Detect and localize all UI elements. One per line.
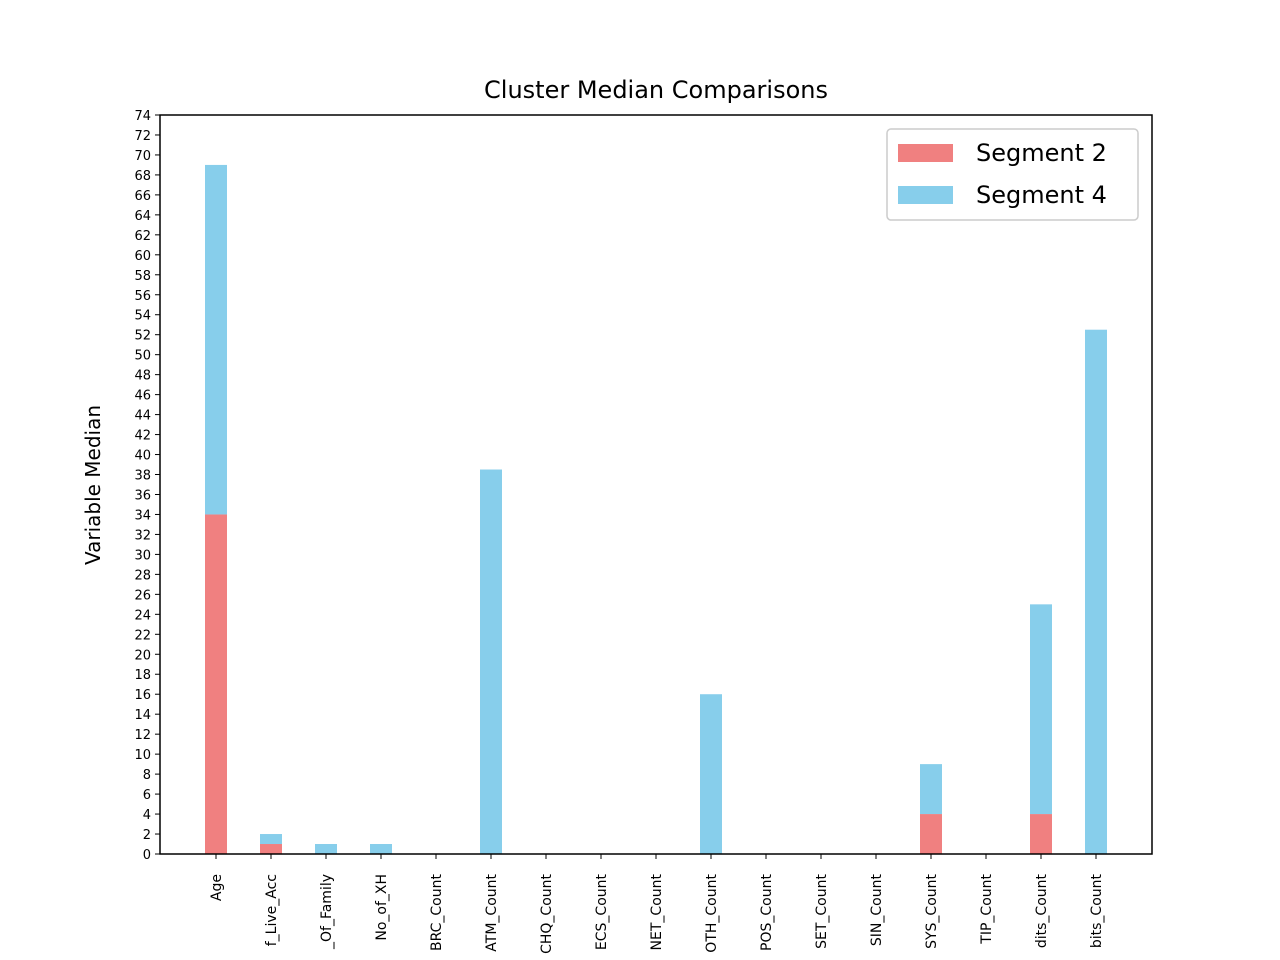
bar-segment-1-1 [260, 844, 282, 854]
x-tick-label: _Of_Family [319, 874, 335, 950]
y-tick-label: 16 [134, 688, 151, 703]
legend-label-2: Segment 4 [976, 181, 1107, 209]
y-axis-label: Variable Median [81, 405, 105, 565]
y-tick-label: 0 [143, 848, 151, 863]
bar-segment-2-16 [1085, 329, 1107, 855]
y-tick-label: 70 [134, 149, 151, 164]
y-tick-label: 20 [134, 648, 151, 663]
bar-segment-2-2 [315, 844, 337, 854]
y-tick-label: 2 [143, 828, 151, 843]
x-tick-label: CHQ_Count [539, 873, 555, 953]
x-tick-label: SIN_Count [869, 874, 885, 947]
y-tick-label: 74 [134, 109, 151, 124]
x-tick-label: f_Live_Acc [264, 874, 280, 946]
y-tick-label: 72 [134, 129, 151, 144]
bar-segment-2-13 [920, 764, 942, 815]
bars-layer [205, 164, 1107, 855]
bar-segment-2-1 [260, 834, 282, 845]
y-tick-label: 6 [143, 788, 151, 803]
y-tick-label: 24 [134, 608, 151, 623]
y-tick-label: 48 [134, 369, 151, 384]
x-tick-label: ATM_Count [484, 873, 500, 951]
bar-segment-1-13 [920, 814, 942, 854]
bar-segment-2-9 [700, 694, 722, 854]
x-tick-label: OTH_Count [704, 874, 720, 953]
legend: Segment 2 Segment 4 [886, 128, 1139, 221]
y-tick-label: 54 [134, 309, 151, 324]
y-tick-label: 40 [134, 449, 151, 464]
y-tick-label: 30 [134, 548, 151, 563]
x-tick-label: Age [209, 874, 225, 901]
y-tick-label: 38 [134, 469, 151, 484]
y-axis: 0246810121416182022242628303234363840424… [134, 109, 160, 863]
y-tick-label: 42 [134, 429, 151, 444]
y-tick-label: 60 [134, 249, 151, 264]
bar-segment-2-5 [480, 469, 502, 854]
y-tick-label: 8 [143, 768, 151, 783]
y-tick-label: 12 [134, 728, 151, 743]
y-tick-label: 66 [134, 189, 151, 204]
y-tick-label: 46 [134, 389, 151, 404]
legend-swatch-2 [898, 186, 953, 204]
x-tick-label: BRC_Count [429, 874, 445, 951]
bar-segment-2-15 [1030, 604, 1052, 815]
y-tick-label: 36 [134, 488, 151, 503]
legend-swatch-1 [898, 144, 953, 162]
bar-segment-1-0 [205, 514, 227, 854]
y-tick-label: 32 [134, 528, 151, 543]
plot-frame [159, 114, 1153, 855]
x-tick-label: bits_Count [1089, 873, 1105, 948]
y-tick-label: 14 [134, 708, 151, 723]
x-tick-label: No_of_XH [374, 874, 390, 941]
y-tick-label: 58 [134, 269, 151, 284]
y-tick-label: 4 [143, 808, 151, 823]
y-tick-label: 52 [134, 329, 151, 344]
y-tick-label: 10 [134, 748, 151, 763]
y-tick-label: 44 [134, 409, 151, 424]
y-tick-label: 26 [134, 588, 151, 603]
y-tick-label: 56 [134, 289, 151, 304]
x-tick-label: SET_Count [814, 874, 830, 949]
x-tick-label: ECS_Count [594, 873, 610, 950]
y-tick-label: 62 [134, 229, 151, 244]
x-tick-label: POS_Count [759, 874, 775, 951]
x-tick-label: SYS_Count [924, 873, 940, 948]
y-tick-label: 64 [134, 209, 151, 224]
y-tick-label: 28 [134, 568, 151, 583]
bar-segment-2-3 [370, 844, 392, 854]
bar-segment-1-15 [1030, 814, 1052, 854]
x-tick-label: NET_Count [649, 873, 665, 950]
y-tick-label: 34 [134, 508, 151, 523]
x-tick-label: TIP_Count [979, 873, 995, 944]
x-tick-label: dits_Count [1034, 873, 1050, 948]
bar-segment-2-0 [205, 164, 227, 515]
y-tick-label: 18 [134, 668, 151, 683]
legend-label-1: Segment 2 [976, 139, 1107, 167]
y-tick-label: 22 [134, 628, 151, 643]
x-axis: Age f_Live_Acc _Of_Family No_of_XH BRC_Count… [209, 854, 1105, 954]
y-tick-label: 68 [134, 169, 151, 184]
chart-title: Cluster Median Comparisons [484, 76, 828, 104]
y-tick-label: 50 [134, 349, 151, 364]
